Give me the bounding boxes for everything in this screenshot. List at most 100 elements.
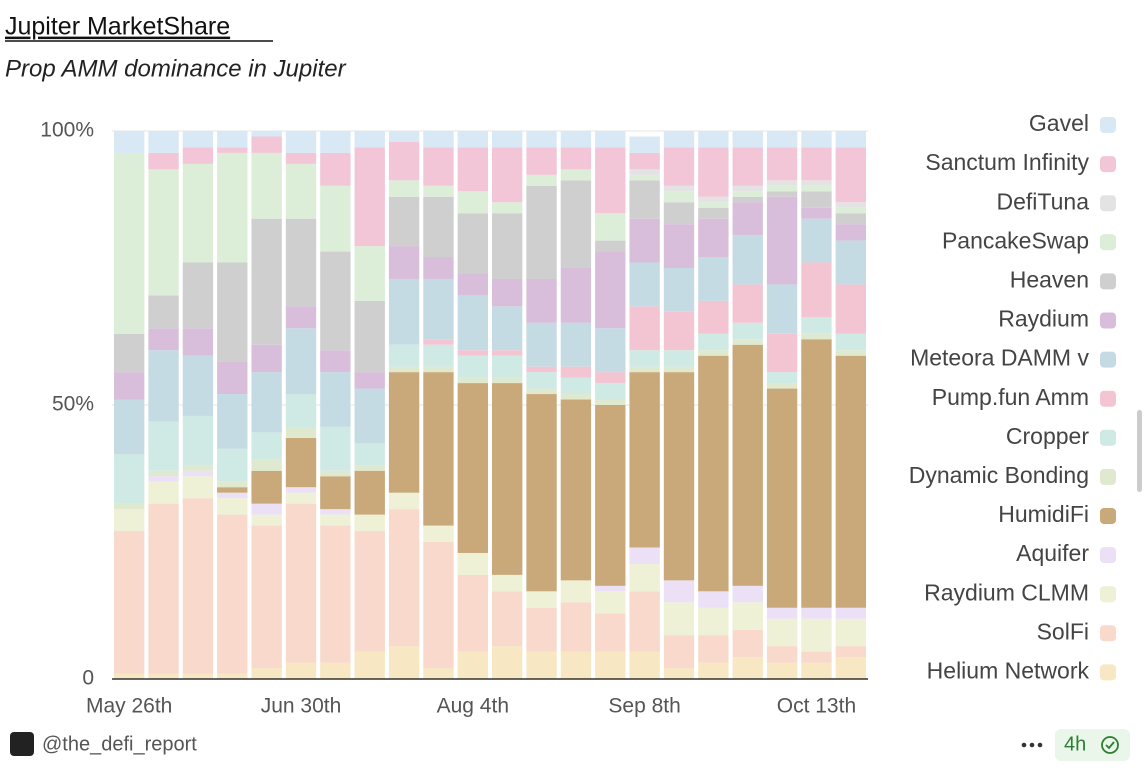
avatar[interactable] (10, 732, 34, 756)
bar-segment (801, 339, 832, 608)
bar-segment (148, 476, 179, 482)
bar-segment (492, 147, 523, 203)
y-tick-label: 50% (52, 393, 94, 416)
legend-label: Sanctum Infinity (925, 149, 1089, 175)
bar-segment (457, 574, 488, 652)
bar-segment (217, 394, 248, 449)
bar-segment (320, 131, 351, 153)
bar-segment (148, 421, 179, 471)
bar-segment (835, 355, 866, 608)
bar-segment (457, 147, 488, 192)
bar-segment (285, 218, 317, 307)
bar-segment (114, 333, 145, 373)
plot: 0 50% 100% May 26th Jun 30th Aug 4th Sep 8th Oc… (40, 110, 1116, 718)
legend-label: Cropper (1006, 423, 1089, 449)
bar-segment (732, 602, 763, 630)
bar-segment (217, 152, 248, 263)
bar-segment (732, 322, 763, 340)
bar-segment (663, 268, 695, 312)
bar-segment (457, 383, 488, 553)
bar-segment (285, 503, 317, 663)
bar-segment (698, 202, 729, 208)
bar-segment (663, 372, 695, 581)
bar-segment (663, 202, 695, 225)
bar-segment (595, 240, 626, 252)
bar-segment (595, 383, 626, 400)
bar-segment (114, 454, 145, 504)
bar-segment (629, 174, 660, 181)
bar-segment (560, 602, 592, 652)
bar-segment (526, 366, 557, 373)
bar-segment (629, 350, 660, 367)
bar-segment (388, 366, 420, 373)
bar-segment (835, 147, 866, 203)
more-menu[interactable] (1021, 742, 1043, 748)
bar-segment (698, 591, 729, 608)
bar-segment (148, 328, 179, 351)
bar-segment (663, 191, 695, 203)
bar-segment (560, 399, 592, 581)
bar-segment (492, 306, 523, 351)
bar-segment (663, 131, 695, 148)
bar-segment (526, 651, 557, 679)
bar-segment (560, 131, 592, 148)
time: 4h (1064, 733, 1086, 755)
bar-segment (663, 350, 695, 367)
y-tick-label: 0 (82, 667, 94, 690)
bar-segment (182, 498, 214, 674)
legend-swatch (1100, 508, 1116, 524)
bar-segment (285, 328, 317, 395)
legend-swatch (1100, 664, 1116, 681)
bar-segment (423, 542, 454, 669)
bar-segment (114, 503, 145, 510)
legend-label: Raydium (998, 306, 1089, 332)
bar-segment (526, 372, 557, 389)
bar-segment (663, 185, 695, 192)
bar-segment (148, 470, 179, 477)
legend-swatch (1100, 468, 1116, 485)
bar-segment (388, 344, 420, 367)
legend-label: Aquifer (1016, 540, 1089, 566)
bar-segment (251, 432, 282, 460)
bar-segment (835, 131, 866, 148)
x-tick-label: Jun 30th (261, 695, 342, 718)
bar-segment (114, 152, 145, 334)
legend-swatch (1100, 312, 1116, 329)
bar-segment (148, 295, 179, 329)
bar-segment (457, 131, 488, 148)
legend-swatch (1100, 156, 1116, 173)
bar-segment (457, 273, 488, 296)
bar-segment (114, 131, 145, 153)
bar-segment (801, 262, 832, 318)
bar-segment (698, 196, 729, 203)
bar-segment (732, 191, 763, 197)
bar-segment (182, 470, 214, 477)
handle[interactable]: @the_defi_report (42, 733, 197, 755)
bar-segment (629, 563, 660, 592)
bar-segment (835, 213, 866, 225)
bar-segment (801, 651, 832, 663)
bar-segment (629, 651, 660, 679)
bar-segment (629, 591, 660, 652)
bar-segment (595, 585, 626, 592)
bar-segment (457, 295, 488, 351)
bar-segment (629, 180, 660, 219)
bar-segment (732, 235, 763, 285)
legend-label: Pump.fun Amm (932, 384, 1089, 410)
bar-segment (320, 426, 351, 471)
bar-segment (801, 218, 832, 263)
legend-swatch (1100, 586, 1116, 603)
x-tick-label: May 26th (86, 695, 172, 718)
bar-segment (457, 651, 488, 679)
scrollbar[interactable] (1137, 410, 1142, 492)
bar-segment (526, 322, 557, 367)
bar-segment (560, 180, 592, 268)
bar-segment (148, 169, 179, 296)
bar-segment (698, 635, 729, 663)
bar-segment (217, 498, 248, 515)
bar-segment (835, 284, 866, 334)
bar-segment (182, 355, 214, 416)
bar-segment (251, 152, 282, 219)
legend-label: HumidiFi (998, 501, 1089, 527)
bar-segment (560, 169, 592, 181)
